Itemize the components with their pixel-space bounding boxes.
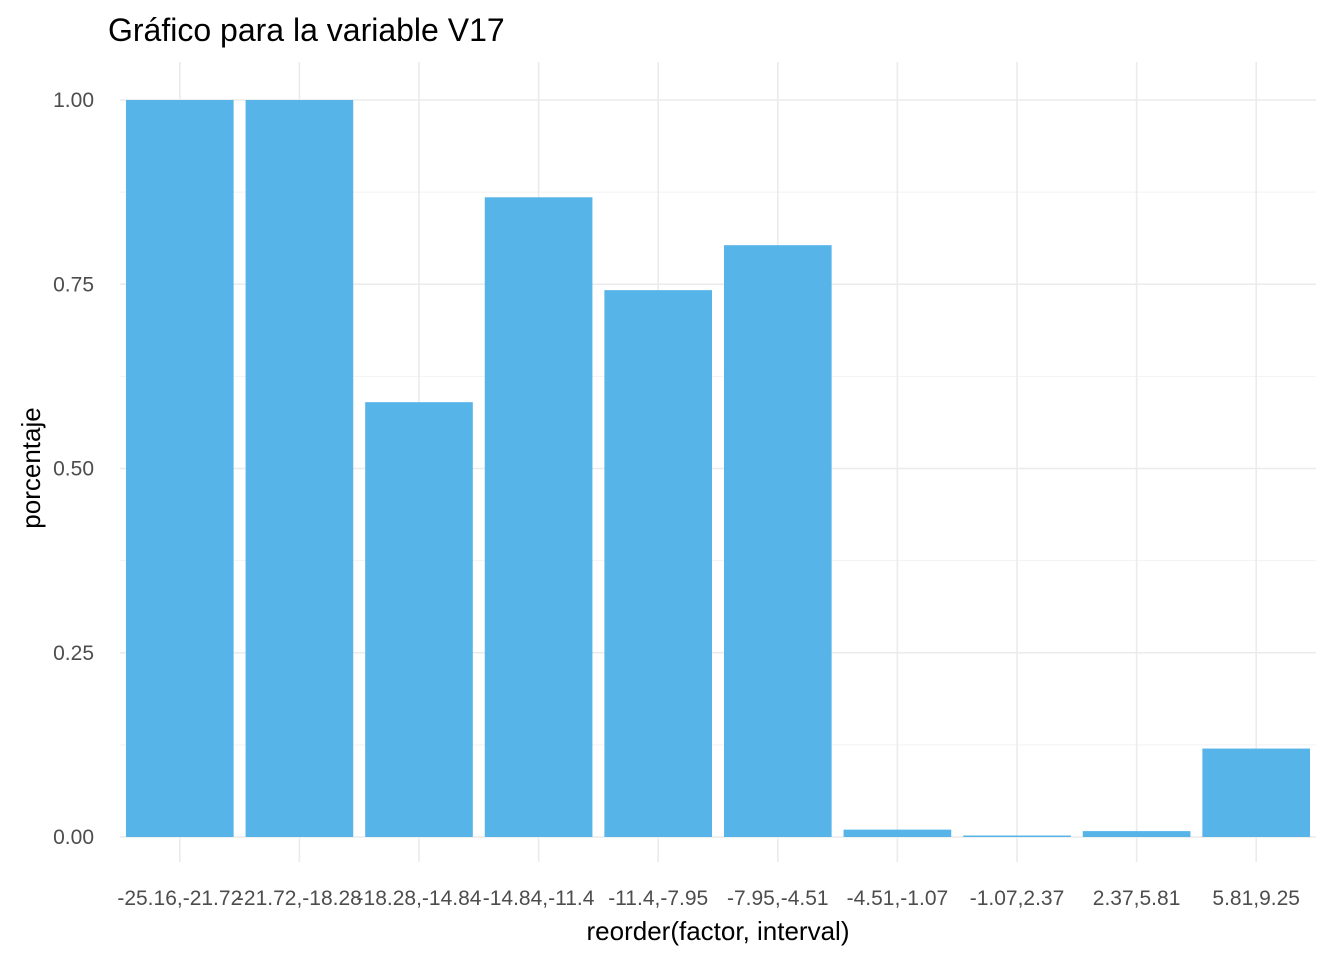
bars xyxy=(125,100,1311,838)
y-tick-label: 0.25 xyxy=(53,642,94,665)
bar-2 xyxy=(365,402,473,837)
x-tick-label: -21.72,-18.28 xyxy=(237,887,362,910)
y-tick-label: 0.75 xyxy=(53,273,94,296)
x-tick-label: -11.4,-7.95 xyxy=(608,887,708,910)
bar-9 xyxy=(1202,748,1311,837)
x-tick-label: -7.95,-4.51 xyxy=(727,887,829,910)
bar-6 xyxy=(843,829,952,837)
x-tick-label: -25.16,-21.72 xyxy=(117,887,242,910)
y-tick-label: 1.00 xyxy=(53,89,94,112)
x-tick-label: -18.28,-14.84 xyxy=(357,887,482,910)
x-tick-label: -1.07,2.37 xyxy=(970,887,1065,910)
y-axis-ticks: 0.00 0.25 0.50 0.75 1.00 xyxy=(53,89,94,849)
bar-3 xyxy=(484,197,593,837)
y-axis-title: porcentaje xyxy=(16,407,46,528)
x-tick-label: -4.51,-1.07 xyxy=(847,887,949,910)
bar-7 xyxy=(963,835,1071,837)
bar-5 xyxy=(723,245,832,838)
x-axis-ticks: -25.16,-21.72-21.72,-18.28-18.28,-14.84-… xyxy=(117,887,1300,910)
x-axis-title: reorder(factor, interval) xyxy=(587,916,850,946)
bar-4 xyxy=(604,290,713,837)
x-tick-label: 5.81,9.25 xyxy=(1212,887,1300,910)
x-tick-label: 2.37,5.81 xyxy=(1093,887,1181,910)
y-tick-label: 0.50 xyxy=(53,458,94,481)
bar-0 xyxy=(125,100,234,837)
bar-1 xyxy=(245,100,354,837)
x-tick-label: -14.84,-11.4 xyxy=(483,887,595,910)
bar-8 xyxy=(1082,831,1191,837)
chart-title: Gráfico para la variable V17 xyxy=(108,12,505,48)
y-tick-label: 0.00 xyxy=(53,826,94,849)
